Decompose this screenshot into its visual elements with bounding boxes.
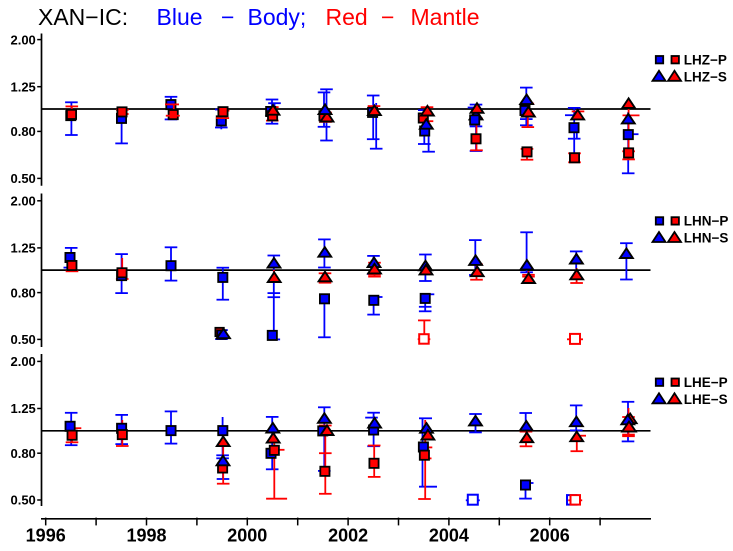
svg-text:1996: 1996 (26, 525, 66, 545)
svg-text:LHZ−S: LHZ−S (684, 70, 727, 85)
svg-text:0.80: 0.80 (10, 124, 35, 139)
svg-text:LHE−P: LHE−P (684, 375, 728, 390)
svg-text:2.00: 2.00 (10, 354, 35, 369)
svg-text:2000: 2000 (227, 525, 267, 545)
svg-text:0.50: 0.50 (10, 332, 35, 347)
svg-text:LHN−S: LHN−S (684, 231, 729, 246)
svg-text:Body;: Body; (248, 4, 307, 30)
svg-text:2006: 2006 (530, 525, 570, 545)
svg-text:Blue: Blue (157, 4, 203, 30)
svg-text:LHZ−P: LHZ−P (684, 52, 727, 67)
svg-text:0.80: 0.80 (10, 285, 35, 300)
svg-text:1.25: 1.25 (10, 401, 35, 416)
svg-text:Mantle: Mantle (411, 4, 480, 30)
svg-text:LHN−P: LHN−P (684, 214, 729, 229)
svg-text:2004: 2004 (429, 525, 469, 545)
svg-text:2002: 2002 (328, 525, 368, 545)
svg-text:2.00: 2.00 (10, 32, 35, 47)
svg-text:1.25: 1.25 (10, 79, 35, 94)
svg-text:0.50: 0.50 (10, 171, 35, 186)
svg-text:0.50: 0.50 (10, 493, 35, 508)
svg-text:1998: 1998 (126, 525, 166, 545)
svg-text:−: − (221, 4, 234, 30)
svg-text:0.80: 0.80 (10, 446, 35, 461)
svg-text:2.00: 2.00 (10, 194, 35, 209)
svg-text:XAN−IC:: XAN−IC: (38, 4, 128, 30)
svg-text:1.25: 1.25 (10, 241, 35, 256)
svg-text:−: − (381, 4, 394, 30)
svg-text:LHE−S: LHE−S (684, 392, 728, 407)
svg-text:Red: Red (326, 4, 368, 30)
